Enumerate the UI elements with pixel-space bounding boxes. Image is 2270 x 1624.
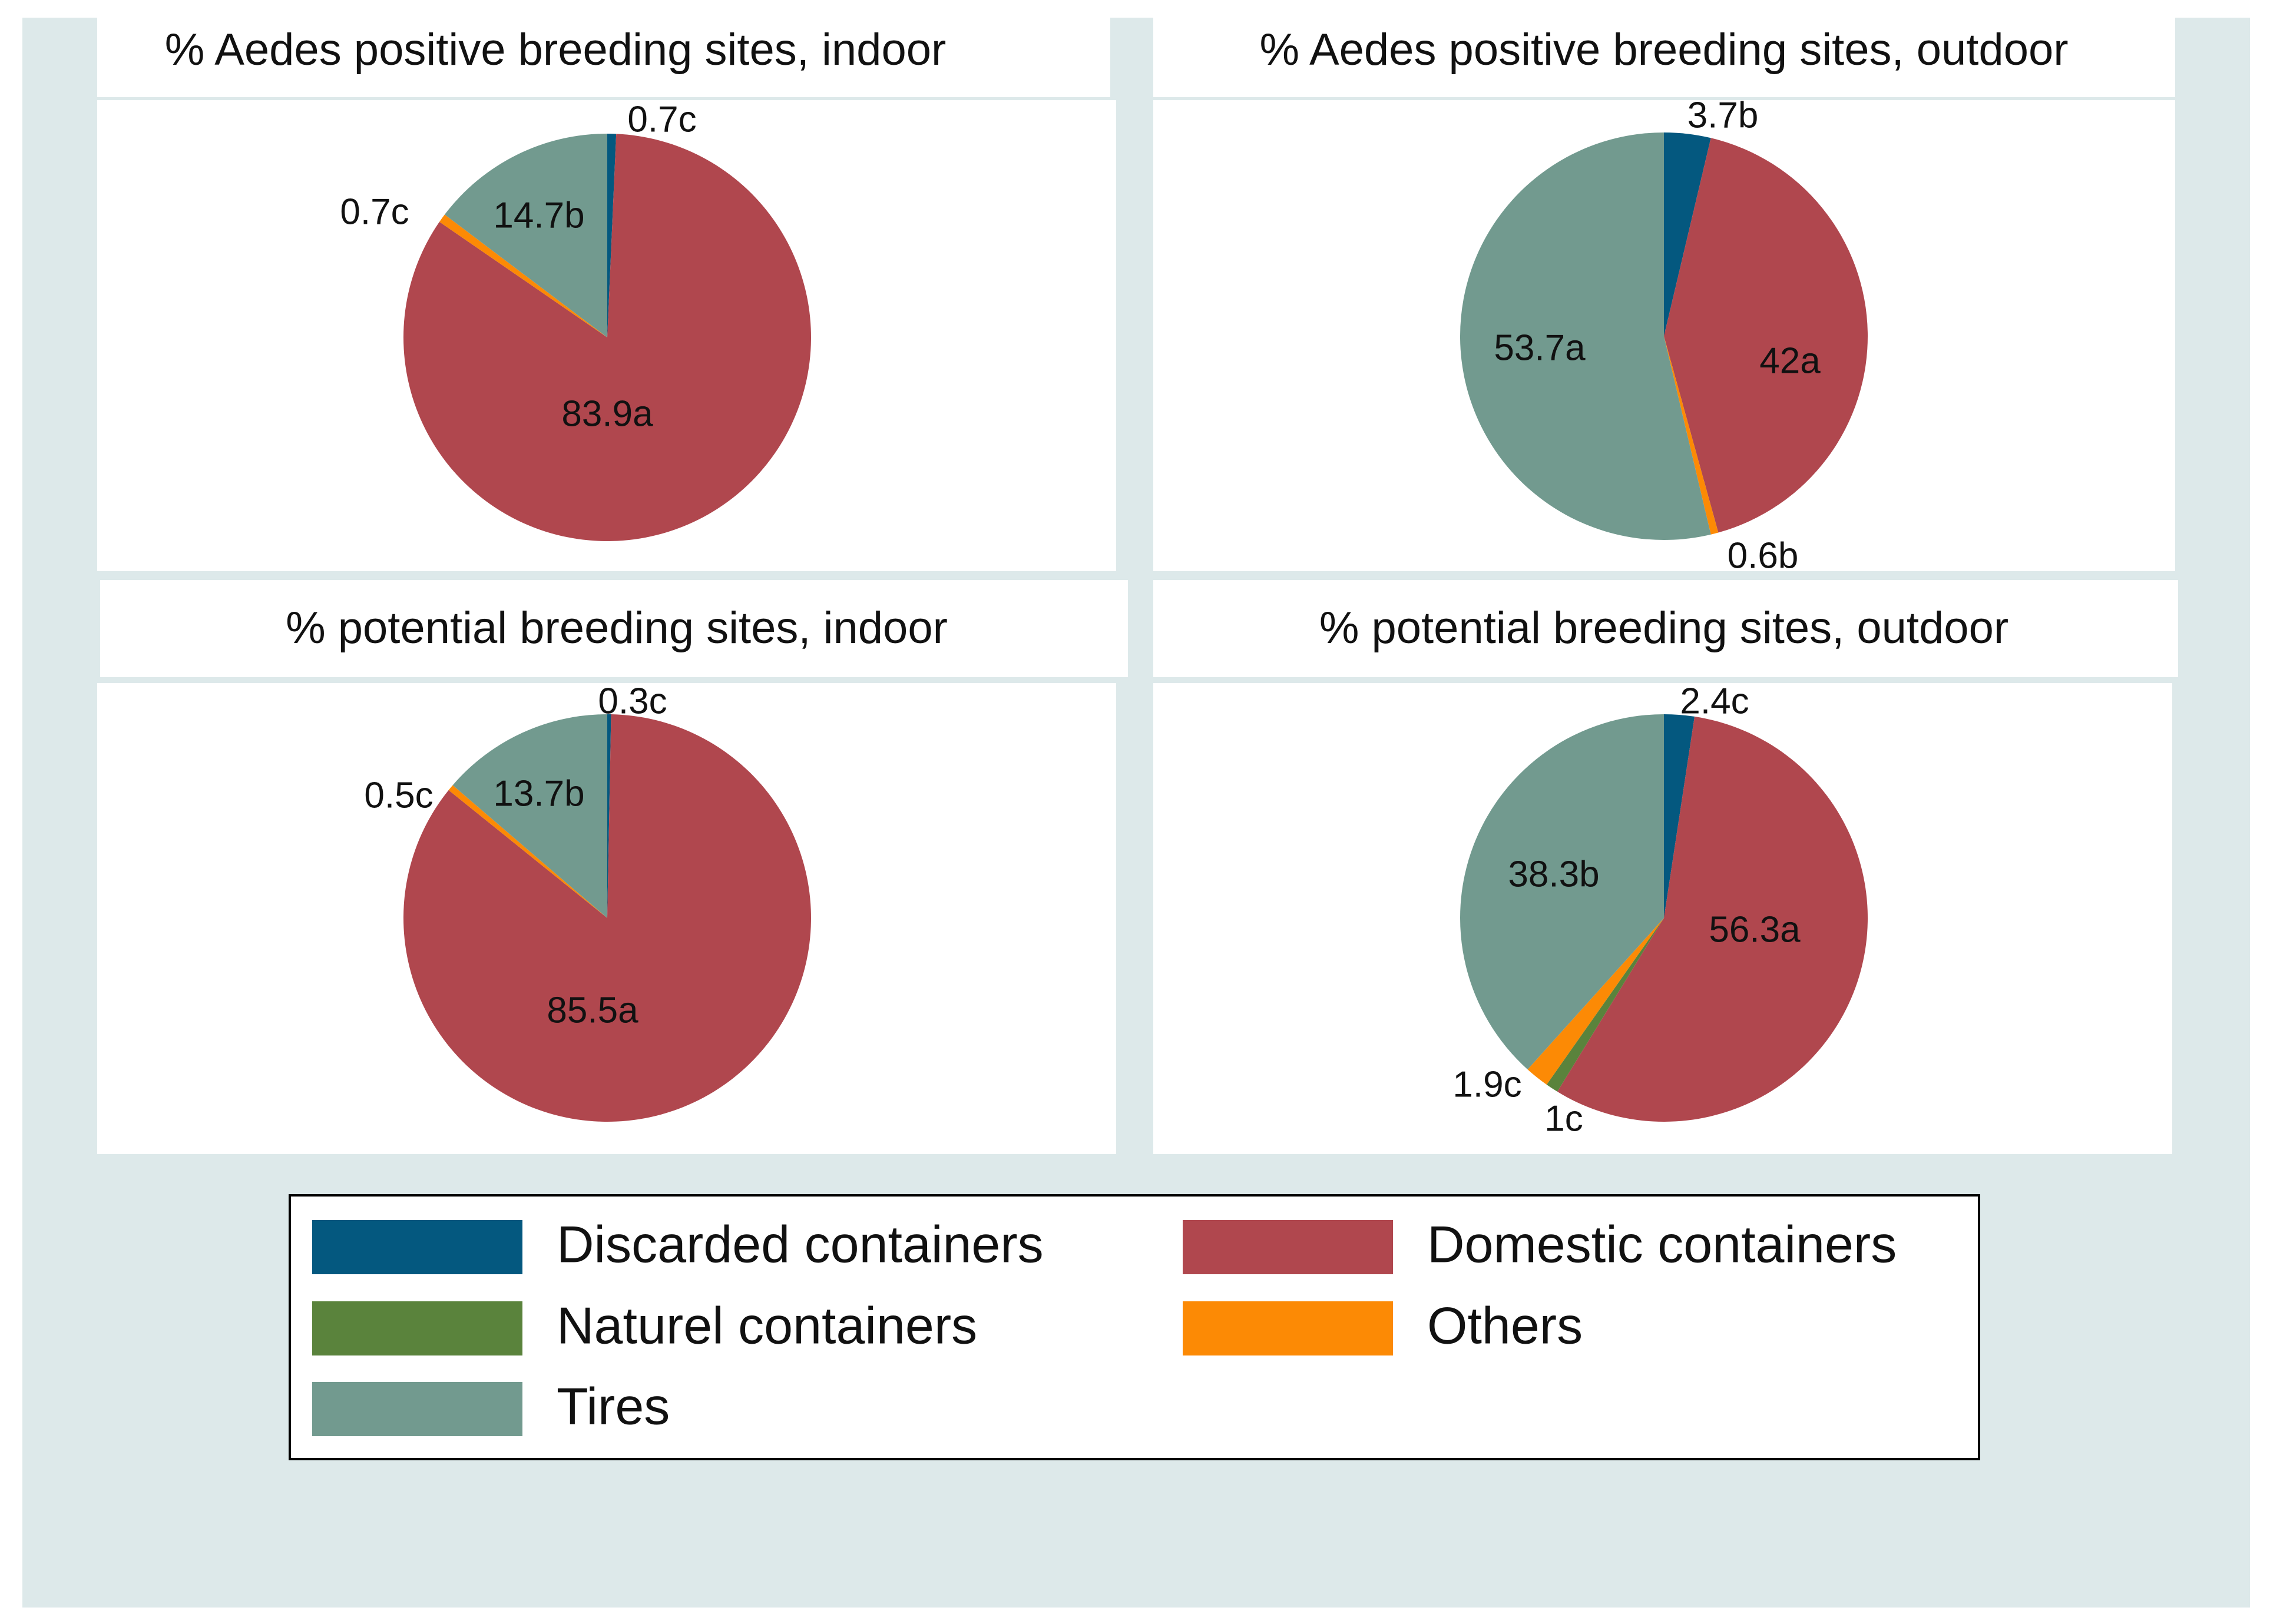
legend-swatch — [1183, 1301, 1393, 1355]
pie-slice-domestic-containers — [1557, 716, 1868, 1122]
slice-label: 0.7c — [627, 99, 696, 140]
pie-slice-tires — [1460, 132, 1711, 541]
chart-title: % potential breeding sites, indoor — [286, 603, 948, 653]
slice-label: 56.3a — [1709, 909, 1801, 950]
legend-box — [289, 1194, 1980, 1460]
slice-label: 0.6b — [1728, 535, 1799, 576]
chart-title: % potential breeding sites, outdoor — [1319, 603, 2008, 653]
pie-slice-tires — [444, 134, 607, 337]
pie-panel-2: % Aedes positive breeding sites, outdoor… — [1153, 18, 2175, 576]
legend-label: Tires — [557, 1377, 670, 1435]
pie-panel-1: % Aedes positive breeding sites, indoor 0… — [97, 18, 1116, 571]
legend: Discarded containers Domestic containers N… — [289, 1194, 1980, 1460]
chart-title-box — [1153, 580, 2178, 677]
chart-title: % Aedes positive breeding sites, outdoor — [1259, 25, 2068, 75]
slice-label: 13.7b — [493, 773, 584, 814]
legend-label: Naturel containers — [557, 1296, 977, 1354]
pie-slice-discarded-containers — [607, 133, 617, 337]
slice-label: 0.5c — [364, 775, 433, 816]
chart-title-box — [100, 580, 1128, 677]
legend-swatch — [312, 1220, 522, 1274]
slice-label: 53.7a — [1494, 327, 1586, 368]
pie-slice-discarded-containers — [1664, 714, 1695, 918]
chart-title-box — [97, 18, 1110, 97]
pie-slice-discarded-containers — [1664, 132, 1711, 336]
slice-label: 1.9c — [1452, 1064, 1521, 1105]
legend-item: Discarded containers — [312, 1215, 1044, 1274]
legend-item: Naturel containers — [312, 1296, 977, 1355]
pie-panel-4: % potential breeding sites, outdoor 2.4c 5… — [1153, 580, 2178, 1154]
slice-label: 14.7b — [493, 195, 584, 236]
legend-label: Others — [1427, 1296, 1583, 1354]
legend-swatch — [312, 1382, 522, 1436]
slice-label: 38.3b — [1508, 854, 1599, 894]
slice-label: 2.4c — [1680, 681, 1749, 721]
slice-label: 42a — [1759, 340, 1821, 381]
pie-panel-3: % potential breeding sites, indoor 0.3c 85… — [97, 580, 1128, 1154]
charts-group: % Aedes positive breeding sites, indoor 0… — [97, 18, 2178, 1154]
slice-label: 83.9a — [561, 393, 653, 434]
pie-slice-tires — [1460, 714, 1664, 1070]
pie-slice-discarded-containers — [607, 714, 611, 918]
legend-label: Discarded containers — [557, 1215, 1044, 1273]
pie-slice-naturel-containers — [1546, 918, 1664, 1092]
pie-slice-domestic-containers — [403, 134, 812, 541]
pie-slice-others — [439, 214, 607, 337]
pie-slice-domestic-containers — [403, 714, 811, 1122]
slice-label: 1c — [1544, 1098, 1583, 1139]
chart-title: % Aedes positive breeding sites, indoor — [165, 25, 947, 75]
pie-slice-others — [1664, 336, 1719, 535]
slice-label: 0.7c — [340, 191, 409, 232]
chart-title-box — [1153, 18, 2175, 97]
legend-item: Tires — [312, 1377, 670, 1436]
slice-label: 85.5a — [547, 990, 638, 1030]
pie-slice-domestic-containers — [1664, 138, 1868, 533]
pie-slice-others — [448, 785, 607, 918]
legend-swatch — [312, 1301, 522, 1355]
legend-item: Domestic containers — [1183, 1215, 1897, 1274]
slice-label: 3.7b — [1687, 95, 1759, 135]
pie-slice-tires — [452, 714, 607, 918]
legend-item: Others — [1183, 1296, 1583, 1355]
pie-slice-others — [1527, 918, 1664, 1085]
slice-label: 0.3c — [598, 681, 667, 721]
legend-label: Domestic containers — [1427, 1215, 1897, 1273]
legend-swatch — [1183, 1220, 1393, 1274]
